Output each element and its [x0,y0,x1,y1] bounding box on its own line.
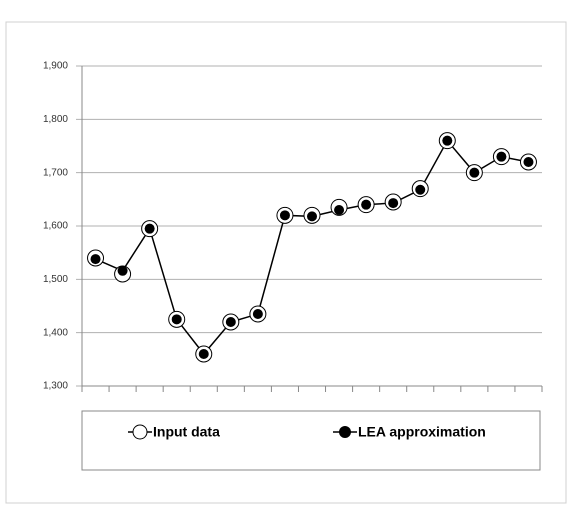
lea-point [334,205,345,215]
y-tick-label: 1,300 [43,381,68,392]
lea-point [252,309,263,319]
lea-point [496,151,507,162]
lea-point [90,254,101,265]
y-tick-label: 1,900 [43,61,68,72]
y-tick-label: 1,400 [43,327,68,338]
lea-point [523,157,534,167]
legend-marker [339,426,351,438]
lea-point [469,167,480,178]
legend-label: Input data [153,424,220,440]
y-tick-label: 1,500 [43,274,68,285]
lea-point [361,199,372,210]
lea-point [225,317,236,327]
lea-point [388,198,399,209]
legend-marker [132,424,148,440]
lea-point [307,211,317,222]
y-tick-label: 1,800 [43,114,68,125]
legend-box [81,410,541,471]
lea-point [415,184,426,195]
lea-point [171,314,182,325]
y-tick-label: 1,600 [43,221,68,232]
lea-point [117,265,128,276]
y-tick-label: 1,700 [43,167,68,178]
lea-point [198,349,209,359]
lea-point [144,223,155,234]
lea-point [442,135,453,146]
lea-point [279,210,290,221]
legend-label: LEA approximation [358,424,486,440]
